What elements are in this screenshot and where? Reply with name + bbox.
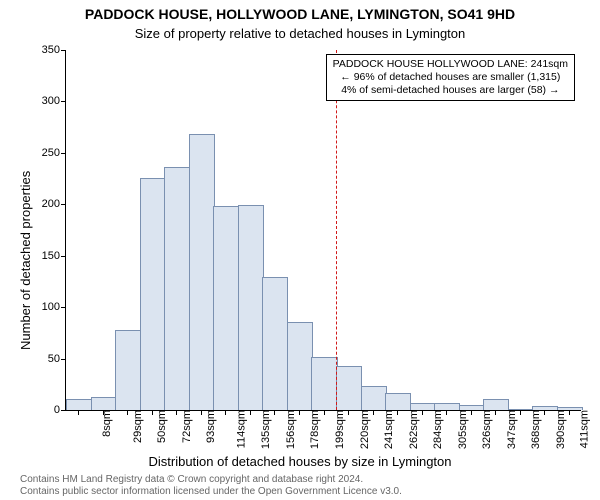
footer-line: Contains public sector information licen… [20,486,402,498]
histogram-bar [189,134,215,410]
y-tick-mark [61,307,66,308]
x-tick-label: 8sqm [97,410,113,437]
histogram-bar [508,409,534,410]
x-tick-mark [274,410,275,415]
x-tick-mark [250,410,251,415]
chart-title: PADDOCK HOUSE, HOLLYWOOD LANE, LYMINGTON… [0,6,600,22]
histogram-bar [459,405,485,410]
histogram-bar [483,399,509,410]
x-tick-mark [422,410,423,415]
histogram-bar [434,403,460,410]
x-tick-label: 29sqm [128,410,144,443]
histogram-bar [336,366,362,410]
histogram-bar [238,205,264,410]
x-tick-label: 199sqm [330,410,346,449]
x-tick-mark [446,410,447,415]
annotation-line: 4% of semi-detached houses are larger (5… [333,84,568,97]
histogram-chart: PADDOCK HOUSE, HOLLYWOOD LANE, LYMINGTON… [0,0,600,500]
y-tick-mark [61,359,66,360]
annotation-box: PADDOCK HOUSE HOLLYWOOD LANE: 241sqm← 96… [326,54,575,101]
x-tick-mark [78,410,79,415]
histogram-bar [557,407,583,410]
x-tick-mark [520,410,521,415]
x-tick-label: 241sqm [379,410,395,449]
y-tick-mark [61,204,66,205]
x-tick-mark [495,410,496,415]
x-tick-mark [373,410,374,415]
x-tick-label: 390sqm [551,410,567,449]
x-tick-label: 93sqm [201,410,217,443]
reference-line [336,50,337,410]
annotation-line: ← 96% of detached houses are smaller (1,… [333,71,568,84]
x-tick-mark [324,410,325,415]
x-tick-label: 262sqm [404,410,420,449]
x-tick-label: 156sqm [281,410,297,449]
histogram-bar [164,167,190,410]
x-tick-mark [225,410,226,415]
x-tick-label: 72sqm [177,410,193,443]
histogram-bar [532,406,558,410]
annotation-line: PADDOCK HOUSE HOLLYWOOD LANE: 241sqm [333,58,568,71]
y-tick-mark [61,101,66,102]
histogram-bar [91,397,117,410]
y-tick-mark [61,256,66,257]
x-tick-mark [176,410,177,415]
x-tick-mark [103,410,104,415]
x-tick-mark [348,410,349,415]
x-tick-label: 50sqm [152,410,168,443]
y-axis-label: Number of detached properties [18,171,33,350]
x-tick-label: 305sqm [453,410,469,449]
histogram-bar [213,206,239,410]
x-tick-label: 114sqm [231,410,247,448]
x-tick-label: 178sqm [306,410,322,449]
x-tick-label: 347sqm [502,410,518,449]
histogram-bar [262,277,288,410]
x-tick-mark [569,410,570,415]
x-axis-label: Distribution of detached houses by size … [0,454,600,469]
histogram-bar [287,322,313,410]
x-tick-label: 284sqm [428,410,444,449]
footer-line: Contains HM Land Registry data © Crown c… [20,474,402,486]
histogram-bar [66,399,92,410]
x-tick-mark [127,410,128,415]
histogram-bar [140,178,166,410]
footer-attribution: Contains HM Land Registry data © Crown c… [20,474,402,498]
histogram-bar [115,330,141,410]
x-tick-mark [152,410,153,415]
x-tick-mark [544,410,545,415]
chart-subtitle: Size of property relative to detached ho… [0,26,600,41]
x-tick-label: 411sqm [575,410,591,448]
histogram-bar [361,386,387,410]
x-tick-label: 326sqm [477,410,493,449]
histogram-bar [385,393,411,410]
y-tick-mark [61,410,66,411]
x-tick-mark [397,410,398,415]
x-tick-mark [201,410,202,415]
histogram-bar [311,357,337,410]
x-tick-mark [471,410,472,415]
x-tick-mark [299,410,300,415]
x-tick-label: 220sqm [355,410,371,449]
y-tick-mark [61,50,66,51]
x-tick-label: 135sqm [257,410,273,449]
histogram-bar [410,403,436,410]
y-tick-mark [61,153,66,154]
plot-area: 0501001502002503003508sqm29sqm50sqm72sqm… [65,50,581,411]
x-tick-label: 368sqm [526,410,542,449]
